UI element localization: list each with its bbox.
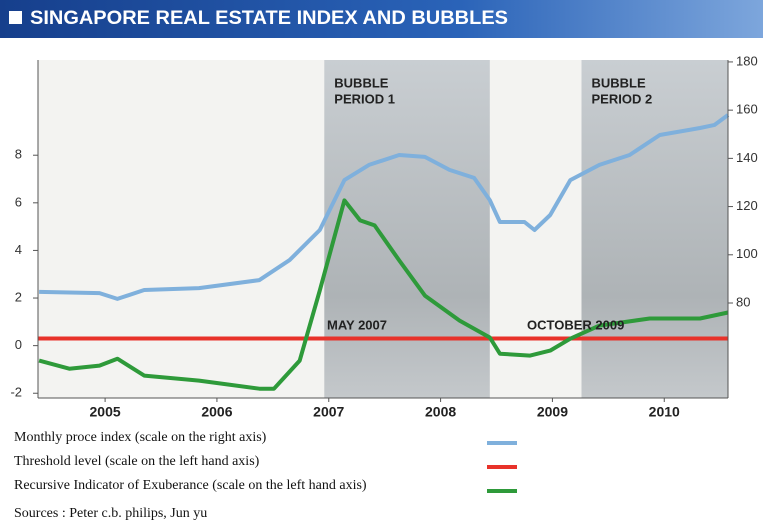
bubble-label: PERIOD 2 [592, 91, 653, 106]
series-line [39, 113, 730, 301]
x-tick-label: 2009 [537, 404, 568, 420]
legend-label: Monthly proce index (scale on the right … [14, 430, 267, 445]
y-tick-label: 2 [15, 289, 22, 304]
title-bar [0, 0, 763, 38]
y2-tick-label: 80 [736, 294, 750, 309]
y2-tick-label: 140 [736, 150, 758, 165]
y2-tick-label: 120 [736, 198, 758, 213]
y-tick-label: 4 [15, 242, 22, 257]
legend-label: Recursive Indicator of Exuberance (scale… [14, 478, 367, 493]
y2-tick-label: 100 [736, 246, 758, 261]
y-tick-label: 0 [15, 337, 22, 352]
y2-tick-label: 180 [736, 53, 758, 68]
bubble-label: PERIOD 1 [334, 91, 395, 106]
x-tick-label: 2007 [313, 404, 344, 420]
series-line [38, 198, 729, 391]
y-tick-label: -2 [10, 385, 22, 400]
bubble-label: BUBBLE [334, 75, 388, 90]
annotation: OCTOBER 2009 [527, 317, 624, 332]
x-tick-label: 2005 [90, 404, 121, 420]
x-tick-label: 2010 [649, 404, 680, 420]
x-tick-label: 2008 [425, 404, 456, 420]
bubble-period [581, 60, 728, 398]
bubble-period [324, 60, 490, 398]
source: Sources : Peter c.b. philips, Jun yu [14, 506, 207, 521]
x-tick-label: 2006 [201, 404, 232, 420]
bubble-label: BUBBLE [592, 75, 646, 90]
y-tick-label: 6 [15, 194, 22, 209]
title-square [9, 11, 22, 24]
chart-title: SINGAPORE REAL ESTATE INDEX AND BUBBLES [30, 8, 508, 29]
y2-tick-label: 160 [736, 102, 758, 117]
y-tick-label: 8 [15, 147, 22, 162]
legend-label: Threshold level (scale on the left hand … [14, 454, 260, 469]
annotation: MAY 2007 [327, 317, 387, 332]
